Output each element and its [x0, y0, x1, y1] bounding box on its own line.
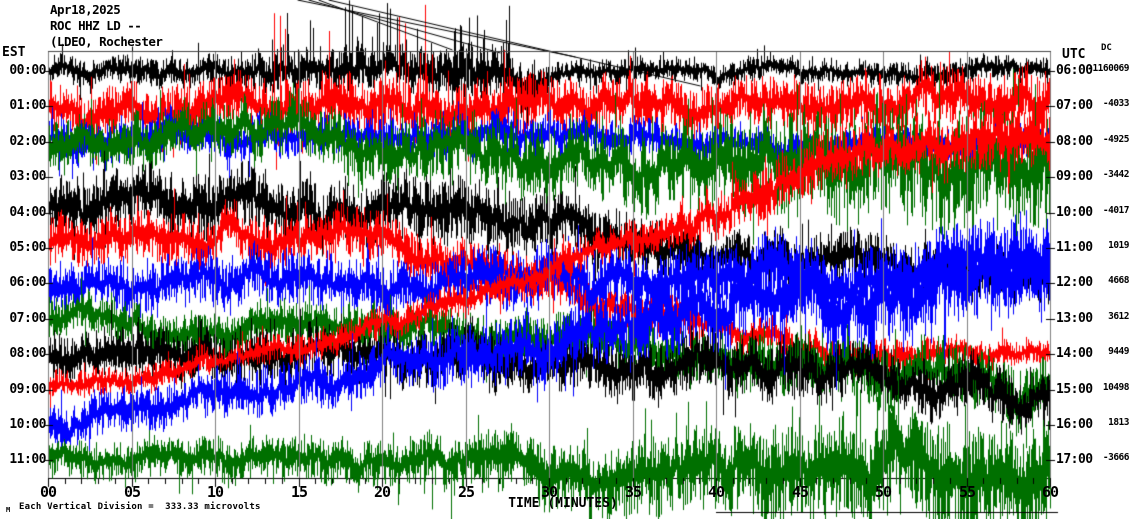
- est-hour-label: 06:00: [9, 275, 46, 290]
- dc-value: -1160069: [1087, 63, 1129, 74]
- utc-hour-label: 17:00: [1056, 452, 1093, 467]
- utc-hour-label: 06:00: [1056, 63, 1093, 78]
- utc-hour-label: 11:00: [1056, 240, 1093, 255]
- x-axis-title: TIME (MINUTES): [508, 496, 618, 511]
- dc-value: -3442: [1102, 169, 1130, 180]
- x-tick-label: 45: [791, 483, 809, 501]
- dc-value: -4033: [1102, 98, 1130, 109]
- x-tick-label: 20: [373, 483, 391, 501]
- est-hour-label: 03:00: [9, 169, 46, 184]
- x-tick-label: 25: [457, 483, 475, 501]
- x-tick-label: 05: [123, 483, 141, 501]
- scale-note: Each Vertical Division = 333.33 microvol…: [19, 502, 261, 512]
- dc-column-header: DC: [1101, 43, 1112, 53]
- dc-value: 10498: [1102, 382, 1130, 393]
- x-tick-label: 55: [958, 483, 976, 501]
- left-timezone-label: EST: [2, 45, 26, 60]
- dc-value: 9449: [1108, 346, 1129, 357]
- dc-value: 1813: [1108, 417, 1129, 428]
- est-hour-label: 10:00: [9, 417, 46, 432]
- header-date: Apr18,2025: [50, 2, 121, 17]
- x-tick-label: 00: [39, 483, 57, 501]
- dc-value: -4925: [1102, 134, 1130, 145]
- est-hour-label: 07:00: [9, 311, 46, 326]
- x-tick-label: 50: [874, 483, 892, 501]
- dc-value: -4017: [1102, 205, 1130, 216]
- header-station: ROC HHZ LD --: [50, 18, 142, 33]
- est-hour-label: 00:00: [9, 63, 46, 78]
- est-hour-label: 02:00: [9, 134, 46, 149]
- utc-hour-label: 15:00: [1056, 382, 1093, 397]
- x-tick-label: 40: [707, 483, 725, 501]
- dc-value: 1019: [1108, 240, 1129, 251]
- est-hour-label: 09:00: [9, 382, 46, 397]
- utc-hour-label: 16:00: [1056, 417, 1093, 432]
- utc-hour-label: 10:00: [1056, 205, 1093, 220]
- est-hour-label: 11:00: [9, 452, 46, 467]
- utc-hour-label: 07:00: [1056, 98, 1093, 113]
- x-tick-label: 15: [290, 483, 308, 501]
- utc-hour-label: 12:00: [1056, 275, 1093, 290]
- utc-hour-label: 14:00: [1056, 346, 1093, 361]
- est-hour-label: 04:00: [9, 205, 46, 220]
- corner-logo-mark: M: [6, 506, 11, 514]
- utc-hour-label: 08:00: [1056, 134, 1093, 149]
- dc-value: 3612: [1108, 311, 1129, 322]
- x-tick-label: 10: [206, 483, 224, 501]
- header-location: (LDEO, Rochester: [50, 34, 163, 49]
- x-tick-label: 35: [624, 483, 642, 501]
- utc-hour-label: 09:00: [1056, 169, 1093, 184]
- dc-value: -3666: [1102, 452, 1130, 463]
- est-hour-label: 05:00: [9, 240, 46, 255]
- utc-hour-label: 13:00: [1056, 311, 1093, 326]
- est-hour-label: 08:00: [9, 346, 46, 361]
- right-timezone-label: UTC: [1062, 47, 1086, 62]
- x-tick-label: 30: [540, 483, 558, 501]
- x-tick-label: 60: [1041, 483, 1059, 501]
- dc-value: 4668: [1108, 275, 1129, 286]
- est-hour-label: 01:00: [9, 98, 46, 113]
